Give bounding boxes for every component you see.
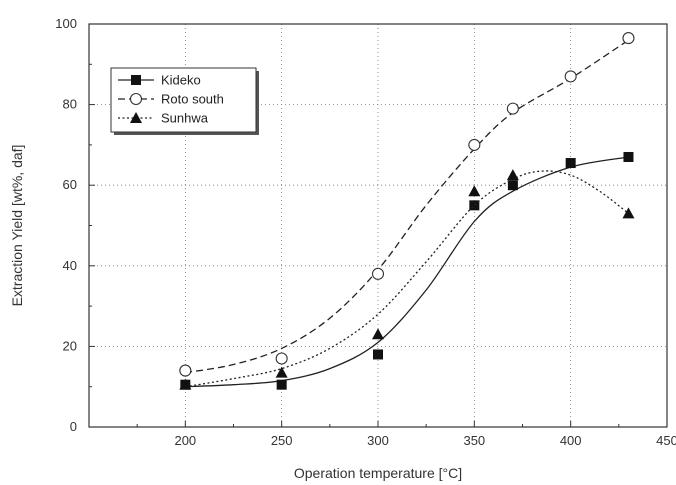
legend-marker-sunhwa	[130, 112, 142, 123]
legend-label-sunhwa: Sunhwa	[161, 111, 209, 126]
y-axis-title: Extraction Yield [wt%, daf]	[9, 145, 25, 307]
x-tick-label: 300	[367, 433, 389, 448]
data-point-sunhwa	[179, 378, 192, 390]
legend: Kideko Roto south Sunhwa	[110, 67, 259, 135]
data-point-kideko	[507, 180, 518, 191]
y-tick-label: 20	[63, 338, 77, 353]
data-point-kideko	[565, 158, 576, 169]
x-tick-label: 400	[560, 433, 582, 448]
axis-ticks: 0 20 40 60 80 100 200 250 300 350 400 450	[55, 16, 676, 448]
x-tick-label: 250	[271, 433, 293, 448]
legend-label-kideko: Kideko	[161, 73, 201, 88]
series-roto-south	[179, 32, 635, 377]
x-tick-label: 350	[463, 433, 485, 448]
data-point-kideko	[469, 200, 480, 211]
series-kideko	[180, 151, 634, 390]
data-point-sunhwa	[372, 328, 384, 340]
legend-marker-kideko	[131, 75, 141, 85]
legend-marker-roto-south	[129, 92, 143, 106]
data-point-sunhwa	[275, 366, 288, 378]
x-axis-title: Operation temperature [°C]	[294, 465, 462, 481]
data-point-roto-south	[371, 267, 385, 280]
data-point-kideko	[276, 379, 287, 390]
y-tick-label: 40	[63, 258, 77, 273]
y-tick-label: 60	[63, 177, 77, 192]
data-point-kideko	[623, 151, 634, 162]
series	[179, 32, 635, 390]
x-tick-label: 200	[174, 433, 196, 448]
data-point-roto-south	[506, 102, 519, 115]
data-point-roto-south	[179, 364, 192, 377]
data-point-sunhwa	[468, 185, 481, 197]
series-line-kideko	[185, 156, 629, 388]
data-point-sunhwa	[506, 169, 519, 181]
x-tick-label: 450	[656, 433, 676, 448]
data-point-sunhwa	[622, 207, 635, 219]
series-sunhwa	[179, 169, 635, 390]
y-tick-label: 100	[55, 16, 77, 31]
data-point-roto-south	[275, 352, 288, 365]
data-point-roto-south	[622, 32, 635, 45]
legend-label-roto-south: Roto south	[161, 92, 224, 107]
data-point-roto-south	[564, 70, 577, 83]
y-tick-label: 80	[63, 97, 77, 112]
series-line-sunhwa	[185, 170, 629, 388]
data-point-roto-south	[468, 138, 481, 151]
data-point-kideko	[373, 349, 383, 360]
series-line-roto-south	[185, 39, 629, 374]
y-tick-label: 0	[70, 419, 77, 434]
